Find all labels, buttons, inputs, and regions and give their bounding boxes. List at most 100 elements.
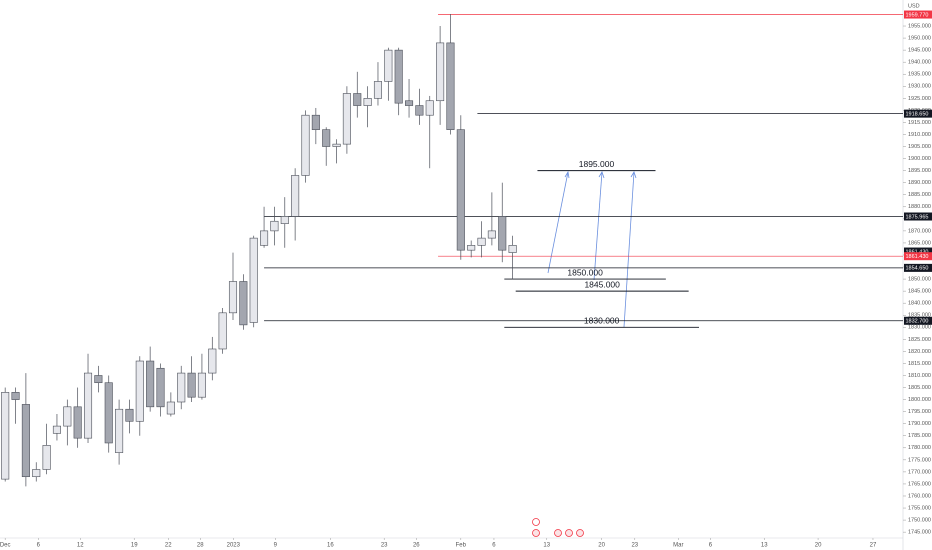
event-icon xyxy=(532,518,540,526)
candle-body xyxy=(373,81,383,99)
candle-body xyxy=(456,129,465,251)
candle-body xyxy=(280,216,289,224)
event-icons xyxy=(532,518,584,537)
price-label-box xyxy=(904,247,932,256)
y-tick-label: 1925.000 xyxy=(908,96,931,102)
event-icon xyxy=(576,529,584,537)
y-tick-label: 1790.000 xyxy=(908,421,931,427)
candle-body xyxy=(115,408,124,453)
price-label: 1959.770 xyxy=(906,12,929,18)
x-tick-label: 9 xyxy=(274,543,278,549)
y-tick-label: 1750.000 xyxy=(908,518,931,524)
y-tick-label: 1820.000 xyxy=(908,349,931,355)
y-tick-label: 1765.000 xyxy=(908,481,931,487)
candle-body xyxy=(21,404,30,478)
price-label: 1832.700 xyxy=(906,319,929,325)
candle-body xyxy=(405,100,414,106)
currency: USD xyxy=(908,3,920,9)
price-label-box xyxy=(904,316,932,325)
candle-body xyxy=(322,129,331,147)
candle-body xyxy=(166,401,175,415)
candle-body xyxy=(425,100,434,116)
candle-body xyxy=(73,406,82,439)
candle-body xyxy=(135,360,144,422)
target-label: 1830.000 xyxy=(584,316,620,326)
x-tick-label: 27 xyxy=(870,543,877,549)
candle-body xyxy=(1,392,10,480)
candle-body xyxy=(52,425,61,434)
candle-body xyxy=(260,230,269,246)
candle-body xyxy=(353,93,362,106)
candle-body xyxy=(436,42,445,102)
y-tick-label: 1870.000 xyxy=(908,228,931,234)
candle-body xyxy=(228,281,238,314)
candle-body xyxy=(394,49,403,104)
y-tick-label: 1910.000 xyxy=(908,132,931,138)
candle-body xyxy=(498,216,507,251)
x-tick-label: 28 xyxy=(197,543,204,549)
candle-body xyxy=(270,220,279,232)
y-tick-label: 1745.000 xyxy=(908,530,931,536)
x-tick-label: 20 xyxy=(815,543,822,549)
arrow-head xyxy=(630,171,637,179)
price-label-box xyxy=(904,212,932,221)
candle-body xyxy=(332,143,341,147)
x-tick-label: 12 xyxy=(77,543,84,549)
candle-body xyxy=(218,312,227,350)
price-label-box xyxy=(904,10,932,19)
x-tick-label: 6 xyxy=(492,543,496,549)
candle-body xyxy=(446,42,455,130)
y-tick-label: 1945.000 xyxy=(908,48,931,54)
y-tick-label: 1865.000 xyxy=(908,240,931,246)
candle-body xyxy=(197,372,206,398)
candle-body xyxy=(291,175,300,217)
candle-body xyxy=(384,49,393,82)
x-tick-label: 6 xyxy=(709,543,713,549)
candle-body xyxy=(342,93,351,145)
candle-body xyxy=(415,105,424,116)
y-tick-label: 1880.000 xyxy=(908,204,931,210)
x-tick-label: 13 xyxy=(761,543,768,549)
target-label: 1895.000 xyxy=(579,159,615,169)
y-tick-label: 1785.000 xyxy=(908,433,931,439)
arrow xyxy=(593,171,603,281)
price-label-box xyxy=(904,263,932,272)
x-tick-label: 19 xyxy=(131,543,138,549)
x-tick-label: 2023 xyxy=(227,543,241,549)
candle-body xyxy=(94,375,103,384)
y-tick-label: 1810.000 xyxy=(908,373,931,379)
target-label: 1845.000 xyxy=(584,279,620,289)
y-tick-label: 1890.000 xyxy=(908,180,931,186)
x-tick-label: 22 xyxy=(165,543,172,549)
y-tick-label: 1845.000 xyxy=(908,289,931,295)
y-tick-label: 1955.000 xyxy=(908,23,931,29)
x-tick-label: 23 xyxy=(631,543,638,549)
arrow-head xyxy=(564,170,570,179)
y-tick-label: 1915.000 xyxy=(908,120,931,126)
y-tick-label: 1805.000 xyxy=(908,385,931,391)
x-tick-label: Feb xyxy=(456,543,467,549)
x-tick-label: 26 xyxy=(413,543,420,549)
candle-body xyxy=(363,98,372,106)
y-tick-label: 1770.000 xyxy=(908,469,931,475)
y-tick-label: 1835.000 xyxy=(908,313,931,319)
event-icon xyxy=(565,529,573,537)
target-label: 1850.000 xyxy=(567,267,603,277)
candle-body xyxy=(42,445,51,470)
x-tick-label: Mar xyxy=(673,543,683,549)
y-tick-label: 1940.000 xyxy=(908,60,931,66)
y-tick-label: 1780.000 xyxy=(908,445,931,451)
candle-body xyxy=(146,360,155,408)
candle-body xyxy=(249,237,258,323)
candle-body xyxy=(11,392,20,400)
candle-body xyxy=(156,367,165,408)
candle-body xyxy=(467,245,476,251)
y-tick-label: 1840.000 xyxy=(908,301,931,307)
x-tick-label: 13 xyxy=(543,543,550,549)
candle-body xyxy=(508,245,517,253)
candle-body xyxy=(301,114,310,176)
y-tick-label: 1850.000 xyxy=(908,277,931,283)
candle-body xyxy=(177,372,186,403)
